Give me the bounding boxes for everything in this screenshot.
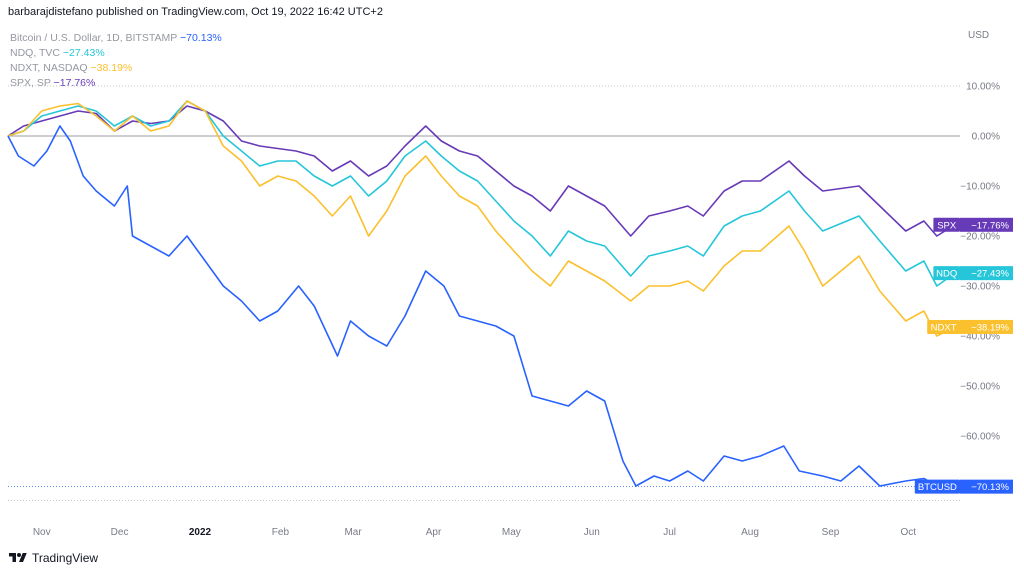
- tradingview-logo-icon: [9, 553, 27, 562]
- name-tag-bg: [933, 217, 960, 232]
- footer-brand[interactable]: TradingView: [32, 551, 99, 565]
- last-label-ndxt[interactable]: NDXT −38.19%: [927, 319, 1013, 334]
- y-tick-label: −20.00%: [960, 232, 1000, 243]
- x-tick-label: Nov: [33, 527, 51, 538]
- name-tag-text: BTCUSD: [918, 482, 957, 493]
- value-tag-bg: [960, 266, 1013, 281]
- legend-value: −38.19%: [90, 62, 133, 74]
- series-layer: [7, 100, 956, 488]
- legend-value: −27.43%: [62, 47, 105, 59]
- name-tag-bg: [933, 266, 960, 281]
- value-tag-text: −38.19%: [971, 322, 1009, 333]
- footer: TradingView: [8, 551, 98, 565]
- x-tick-label: Sep: [822, 527, 840, 538]
- x-tick-label: May: [502, 527, 521, 538]
- value-tag-text: −27.43%: [971, 269, 1009, 280]
- x-tick-label: Jul: [663, 527, 676, 538]
- x-tick-label: Jun: [584, 527, 600, 538]
- x-axis[interactable]: Nov Dec 2022 Feb Mar Apr May Jun Jul Aug Sep Oct: [33, 527, 916, 538]
- legend-row-btcusd[interactable]: Bitcoin / U.S. Dollar, 1D, BITSTAMP −70.…: [10, 31, 222, 46]
- series-line-ndq: [7, 100, 956, 287]
- x-tick-label: Mar: [344, 527, 362, 538]
- x-tick-label: Apr: [426, 527, 442, 538]
- x-tick-label: Feb: [272, 527, 290, 538]
- legend-symbol: Bitcoin / U.S. Dollar, 1D, BITSTAMP: [10, 32, 178, 44]
- series-line-btcusd: [7, 125, 956, 488]
- value-tag-bg: [960, 319, 1013, 334]
- legend-value: −17.76%: [53, 77, 96, 89]
- legend-row-ndq[interactable]: NDQ, TVC −27.43%: [10, 46, 222, 61]
- x-tick-label: Dec: [111, 527, 129, 538]
- last-label-btcusd[interactable]: BTCUSD −70.13%: [914, 479, 1013, 494]
- series-line-spx: [7, 105, 956, 237]
- x-tick-label: 2022: [189, 527, 212, 538]
- y-tick-label: 10.00%: [966, 82, 1000, 93]
- name-tag-bg: [914, 479, 960, 494]
- last-value-labels: SPX −17.76% NDQ −27.43% NDXT −38.19% BTCUSD −70…: [914, 217, 1013, 494]
- legend-symbol: NDQ, TVC: [10, 47, 60, 59]
- y-tick-label: 0.00%: [972, 132, 1000, 143]
- y-tick-label: −10.00%: [960, 182, 1000, 193]
- y-tick-label: −40.00%: [960, 332, 1000, 343]
- last-label-ndq[interactable]: NDQ −27.43%: [933, 266, 1013, 281]
- x-tick-label: Oct: [901, 527, 917, 538]
- currency-label: USD: [968, 30, 989, 41]
- value-tag-bg: [960, 217, 1013, 232]
- legend-value: −70.13%: [180, 32, 222, 44]
- name-tag-bg: [927, 319, 960, 334]
- name-tag-text: SPX: [937, 220, 957, 231]
- legend-row-ndxt[interactable]: NDXT, NASDAQ −38.19%: [10, 61, 222, 76]
- y-tick-label: −50.00%: [960, 382, 1000, 393]
- name-tag-text: NDQ: [936, 269, 957, 280]
- publisher-line: barbarajdistefano published on TradingVi…: [8, 6, 383, 18]
- value-tag-bg: [960, 479, 1013, 494]
- x-tick-label: Aug: [741, 527, 759, 538]
- y-tick-label: −30.00%: [960, 282, 1000, 293]
- price-chart[interactable]: USD 10.00% 0.00% −10.00% −20.00% −30.00% −40.…: [0, 26, 1024, 546]
- last-label-spx[interactable]: SPX −17.76%: [933, 217, 1013, 232]
- y-axis[interactable]: 10.00% 0.00% −10.00% −20.00% −30.00% −40.00% −…: [960, 82, 1000, 443]
- value-tag-text: −70.13%: [971, 482, 1009, 493]
- reference-lines: [8, 85, 960, 502]
- series-line-ndxt: [7, 100, 956, 337]
- legend-symbol: NDXT, NASDAQ: [10, 62, 88, 74]
- y-tick-label: −60.00%: [960, 432, 1000, 443]
- value-tag-text: −17.76%: [971, 220, 1009, 231]
- name-tag-text: NDXT: [931, 322, 957, 333]
